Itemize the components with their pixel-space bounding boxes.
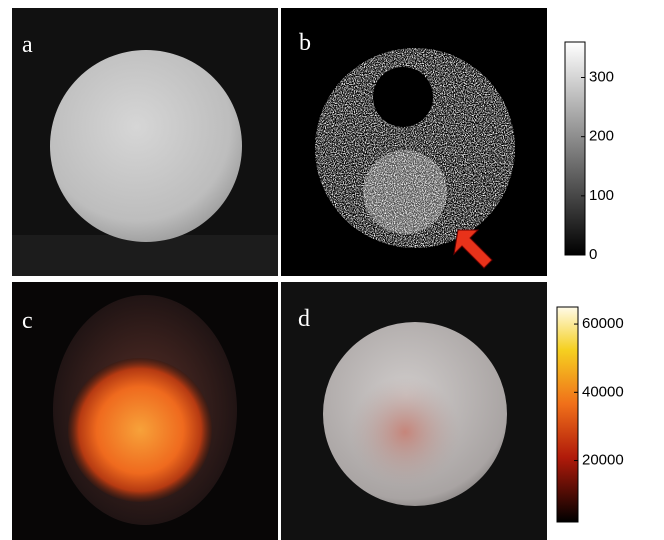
panel-c: c	[12, 282, 278, 540]
tick-label: 0	[589, 246, 597, 263]
colorbar	[556, 306, 579, 523]
panel-b: b	[281, 8, 547, 276]
tick-label: 200	[589, 128, 614, 145]
tick-label: 100	[589, 187, 614, 204]
panel-label: c	[22, 308, 33, 334]
panel-label: d	[298, 306, 310, 332]
tick-label: 20000	[582, 452, 624, 469]
panel-label: a	[22, 32, 33, 58]
panel-a: a	[12, 8, 278, 276]
tick-label: 300	[589, 68, 614, 85]
panel-label: b	[299, 30, 311, 56]
tick-label: 40000	[582, 383, 624, 400]
panel-d: d	[281, 282, 547, 540]
colorbar	[564, 41, 586, 256]
tick-label: 60000	[582, 315, 624, 332]
